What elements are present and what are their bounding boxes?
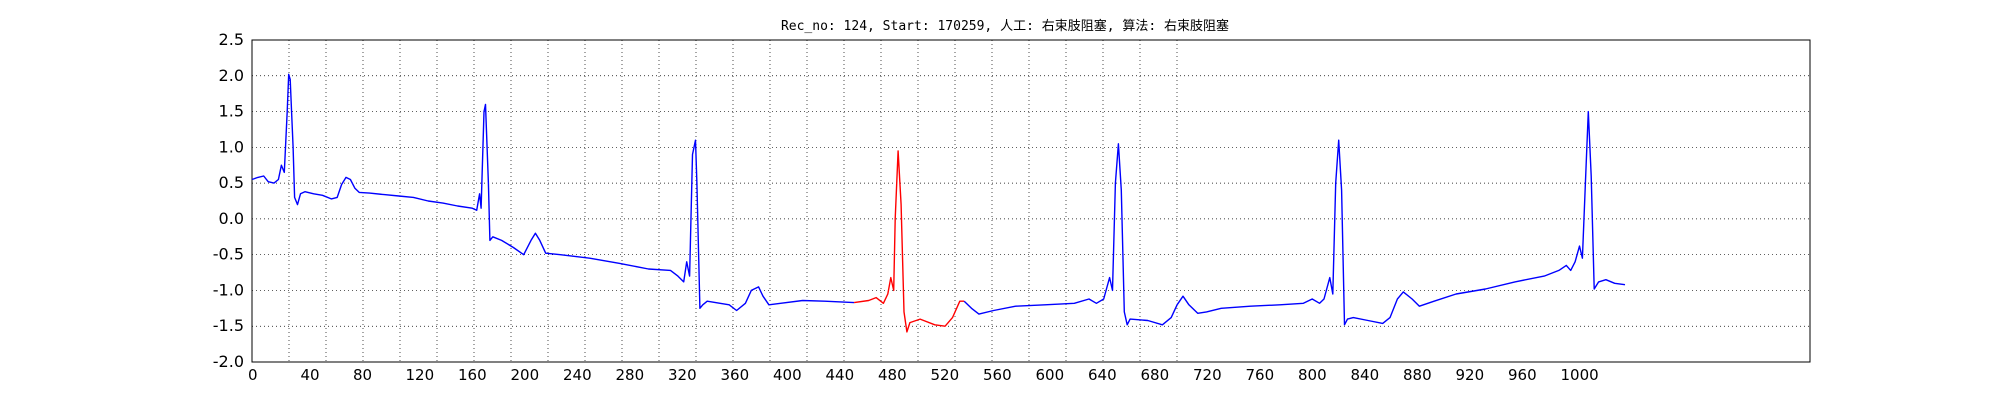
y-tick-label: 1.0 — [219, 137, 244, 156]
x-tick-label: 240 — [563, 366, 592, 384]
y-tick-label: -0.5 — [213, 245, 244, 264]
y-tick-label: -1.0 — [213, 280, 244, 299]
x-tick-label: 400 — [773, 366, 802, 384]
x-tick-label: 40 — [301, 366, 320, 384]
axis-ticks: 2.5 2.0 1.5 1.0 0.5 0.0 -0.5 -1.0 -1.5 -2.00 40 80 1… — [213, 30, 1599, 384]
x-tick-label: 800 — [1298, 366, 1327, 384]
x-tick-label: 880 — [1403, 366, 1432, 384]
y-tick-label: 1.5 — [219, 102, 244, 121]
x-tick-label: 80 — [353, 366, 372, 384]
x-tick-label: 440 — [826, 366, 855, 384]
ecg-series-highlight — [854, 150, 965, 333]
x-tick-label: 760 — [1246, 366, 1275, 384]
x-tick-label: 200 — [511, 366, 540, 384]
y-tick-label: -2.0 — [213, 352, 244, 371]
y-tick-label: 0.0 — [219, 209, 244, 228]
x-tick-label: 720 — [1193, 366, 1222, 384]
x-tick-label: 600 — [1036, 366, 1065, 384]
x-tick-label: 560 — [983, 366, 1012, 384]
x-tick-label: 160 — [458, 366, 487, 384]
y-tick-label: 0.5 — [219, 173, 244, 192]
x-tick-label: 640 — [1088, 366, 1117, 384]
y-tick-label: -1.5 — [213, 316, 244, 335]
series-layer — [251, 73, 1626, 333]
x-tick-label: 120 — [406, 366, 435, 384]
y-tick-label: 2.0 — [219, 66, 244, 85]
x-tick-label: 1000 — [1561, 366, 1599, 384]
x-tick-label: 280 — [616, 366, 645, 384]
x-tick-label: 360 — [721, 366, 750, 384]
grid-lines — [252, 40, 1810, 362]
x-tick-label: 960 — [1508, 366, 1537, 384]
x-tick-label: 0 — [248, 366, 258, 384]
x-tick-label: 840 — [1351, 366, 1380, 384]
x-tick-label: 480 — [878, 366, 907, 384]
x-tick-label: 920 — [1456, 366, 1485, 384]
plot-frame — [251, 39, 1811, 363]
x-tick-label: 680 — [1141, 366, 1170, 384]
ecg-series-line — [963, 110, 1626, 326]
y-tick-label: 2.5 — [219, 30, 244, 49]
ecg-series-line — [251, 73, 855, 312]
x-tick-label: 320 — [668, 366, 697, 384]
x-tick-label: 520 — [931, 366, 960, 384]
chart-title: Rec_no: 124, Start: 170259, 人工: 右束肢阻塞, 算… — [781, 18, 1229, 34]
